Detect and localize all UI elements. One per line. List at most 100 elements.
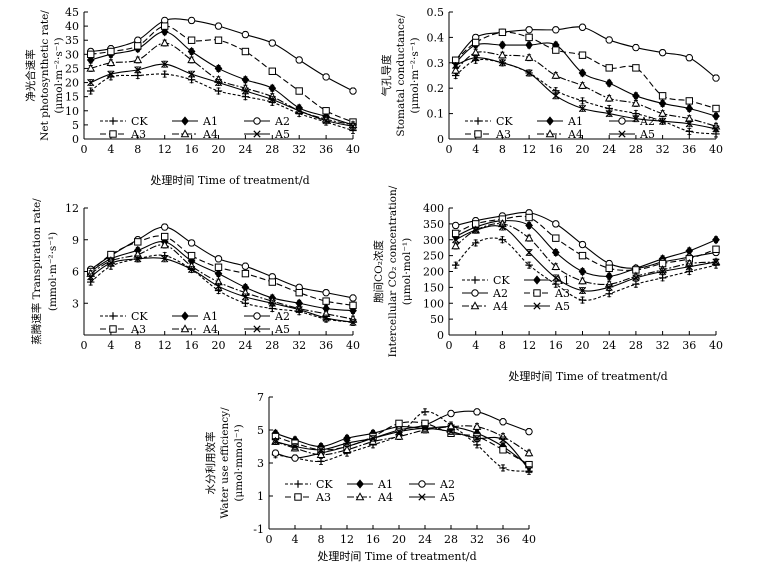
data-point-a5 xyxy=(395,428,403,436)
data-point-a5 xyxy=(578,286,587,295)
data-point-a1 xyxy=(268,83,277,93)
data-point-a2 xyxy=(322,288,330,297)
data-point-a4 xyxy=(604,93,614,102)
legend: CK A1 A2 A3 A4 A5 xyxy=(462,274,570,313)
chart-panel-4: 0 4 8 12 16 20 24 28 32 36 40050100150200250300350… xyxy=(372,185,723,357)
legend-label-a1: A1 xyxy=(377,478,393,491)
y-tick-label: 15 xyxy=(65,91,79,104)
data-point-a3 xyxy=(87,50,95,59)
series-a3 xyxy=(451,28,720,113)
data-point-a1 xyxy=(187,46,196,57)
data-point-a2 xyxy=(712,74,720,82)
x-tick-label: 24 xyxy=(418,533,432,546)
legend-marker-a3 xyxy=(533,289,541,297)
data-point-a3 xyxy=(472,38,480,47)
series-a5 xyxy=(452,223,720,295)
data-point-a5 xyxy=(685,263,693,271)
x-tick-label: 28 xyxy=(444,533,458,546)
data-point-a2 xyxy=(241,262,250,270)
series-a5 xyxy=(87,60,357,130)
x-tick-label: 36 xyxy=(319,143,333,156)
data-point-a2 xyxy=(578,23,587,31)
data-point-a5 xyxy=(712,258,720,266)
legend-label-a4: A4 xyxy=(202,128,218,141)
data-point-a2 xyxy=(214,22,223,30)
data-point-a3 xyxy=(578,51,587,59)
x-tick-label: 4 xyxy=(107,339,114,352)
data-point-a3 xyxy=(268,278,277,286)
legend-label-a5: A5 xyxy=(639,128,655,141)
legend-marker-ck xyxy=(109,117,117,125)
x-tick-label: 16 xyxy=(366,533,380,546)
data-point-a3 xyxy=(658,92,667,100)
y-axis-title-line: 净光合速率 xyxy=(24,49,37,102)
data-point-a4 xyxy=(472,421,482,430)
data-point-a5 xyxy=(498,59,507,67)
x-tick-label: 20 xyxy=(576,339,590,352)
data-point-a5 xyxy=(578,104,587,113)
y-tick-label: 3 xyxy=(72,297,79,310)
data-point-a1 xyxy=(712,235,720,245)
chart-panel-2: 0 4 8 12 16 20 24 28 32 36 40 0 0.1 0.2 0.3 0.4 0.5 气孔导度 S… xyxy=(380,6,723,156)
y-axis-title-line: Net photosynthetic rate/ xyxy=(39,10,51,141)
data-point-a1 xyxy=(578,68,587,78)
data-point-a5 xyxy=(552,92,560,100)
data-point-a1 xyxy=(658,98,667,109)
legend-marker-a2 xyxy=(253,117,261,125)
data-point-a5 xyxy=(605,109,613,118)
x-tick-label: 32 xyxy=(470,533,484,546)
x-tick-label: 28 xyxy=(629,339,643,352)
series-line-ck xyxy=(455,237,717,301)
legend-marker-ck xyxy=(474,117,482,125)
data-point-a3 xyxy=(712,245,720,253)
data-point-a5 xyxy=(322,117,330,125)
y-tick-label: 1 xyxy=(257,490,264,503)
data-point-a3 xyxy=(632,64,640,72)
x-tick-label: 4 xyxy=(292,533,299,546)
data-point-a2 xyxy=(447,409,455,418)
legend-label-a4: A4 xyxy=(202,323,218,336)
legend-marker-a5 xyxy=(618,130,626,138)
data-point-ck xyxy=(317,457,325,466)
y-tick-label: 0.2 xyxy=(427,82,445,95)
data-point-a3 xyxy=(295,87,303,95)
x-tick-label: 28 xyxy=(265,143,279,156)
data-point-a1 xyxy=(605,78,614,88)
y-tick-label: 30 xyxy=(65,48,79,61)
legend-label-a3: A3 xyxy=(130,128,146,141)
data-point-a1 xyxy=(525,40,533,50)
data-point-a3 xyxy=(395,419,403,428)
y-tick-label: 5 xyxy=(257,424,264,437)
data-point-a1 xyxy=(241,75,250,85)
series-line-a4 xyxy=(455,51,717,127)
data-point-a2 xyxy=(349,294,357,302)
y-tick-label: 0.5 xyxy=(427,6,445,19)
data-point-a3 xyxy=(552,46,560,54)
y-tick-label: 0 xyxy=(72,133,79,146)
data-point-a5 xyxy=(452,61,460,69)
y-tick-label: 350 xyxy=(423,218,444,231)
series-a2 xyxy=(87,223,357,302)
x-tick-label: 32 xyxy=(656,143,670,156)
y-tick-label: 3 xyxy=(257,457,264,470)
series-a5 xyxy=(452,54,720,133)
data-point-a4 xyxy=(160,240,170,249)
data-point-a5 xyxy=(161,255,169,263)
data-point-ck xyxy=(685,127,693,136)
data-point-a1 xyxy=(605,271,614,281)
data-point-a4 xyxy=(524,448,534,457)
legend-marker-a2 xyxy=(253,312,261,320)
x-tick-label: 28 xyxy=(629,143,643,156)
y-axis-title-line: 气孔导度 xyxy=(380,54,393,96)
legend-marker-a4 xyxy=(180,129,190,138)
data-point-a5 xyxy=(369,434,377,442)
data-point-a4 xyxy=(187,55,196,64)
data-point-a3 xyxy=(187,251,196,260)
y-tick-label: 150 xyxy=(423,281,444,294)
data-point-a5 xyxy=(552,274,560,282)
data-point-a5 xyxy=(525,465,533,474)
legend-marker-a1 xyxy=(356,479,364,489)
data-point-a5 xyxy=(317,446,325,454)
y-tick-label: 0 xyxy=(437,329,444,342)
y-axis-title-line: (mmol·m⁻²·s⁻¹) xyxy=(47,232,59,311)
